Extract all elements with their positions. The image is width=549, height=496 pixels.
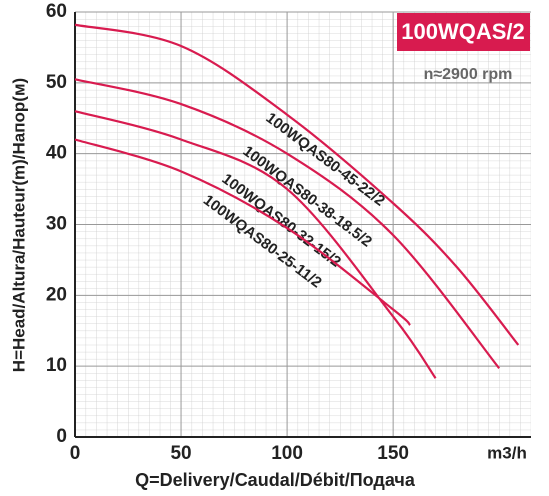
x-tick-label: 100 bbox=[271, 443, 303, 464]
x-tick-label: 150 bbox=[377, 443, 409, 464]
curve bbox=[74, 23, 520, 346]
badge: 100WQAS/2 bbox=[401, 19, 525, 44]
badge-box bbox=[397, 13, 530, 51]
x-tick-label: 50 bbox=[170, 443, 191, 464]
y-tick-label: 30 bbox=[46, 214, 67, 235]
y-tick-label: 20 bbox=[46, 284, 67, 305]
subtitle: n≈2900 rpm bbox=[424, 66, 513, 83]
x-tick-label: 0 bbox=[70, 443, 81, 464]
curve bbox=[74, 110, 437, 379]
y-tick-label: 40 bbox=[46, 143, 67, 164]
curve bbox=[74, 138, 411, 326]
y-tick-label: 50 bbox=[46, 72, 67, 93]
y-tick-label: 10 bbox=[46, 355, 67, 376]
y-axis-label: H=Head/Altura/Hauteur(m)/Напор(м) bbox=[9, 78, 28, 372]
x-axis-label: Q=Delivery/Caudal/Débit/Подача bbox=[135, 470, 416, 490]
x-unit: m3/h bbox=[487, 443, 527, 462]
y-tick-label: 60 bbox=[46, 1, 67, 22]
y-tick-label: 0 bbox=[56, 426, 67, 447]
curve bbox=[74, 78, 501, 369]
